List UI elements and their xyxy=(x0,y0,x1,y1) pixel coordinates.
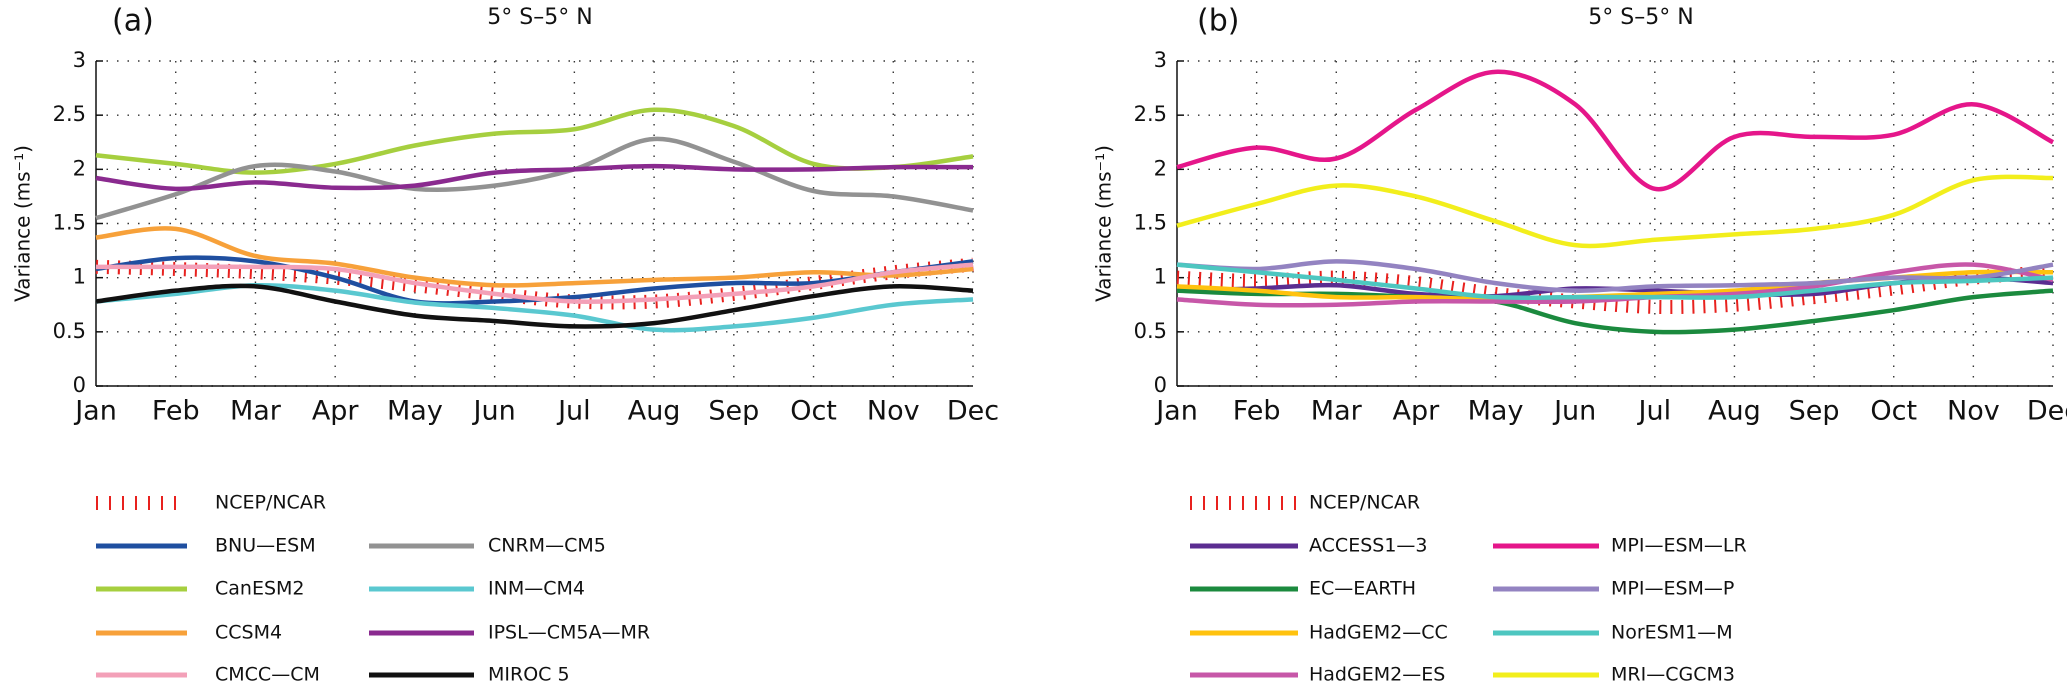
legend-label: MRI—CGCM3 xyxy=(1611,664,1735,686)
x-tick-label: Nov xyxy=(1947,396,2000,427)
panel-title: (a) xyxy=(112,4,154,39)
x-tick-label: Jul xyxy=(556,396,591,427)
y-tick-label: 2 xyxy=(73,156,86,180)
series-line xyxy=(95,283,974,329)
y-tick-label: 0 xyxy=(1154,373,1167,397)
legend-label: NCEP/NCAR xyxy=(1309,492,1420,514)
x-tick-label: Dec xyxy=(947,396,999,427)
legend-label: CMCC—CM xyxy=(215,664,320,686)
y-tick-label: 2.5 xyxy=(1134,102,1167,126)
legend-label: CCSM4 xyxy=(215,622,282,644)
y-tick-label: 0.5 xyxy=(53,319,86,343)
x-tick-label: Sep xyxy=(1789,396,1840,427)
x-tick-label: Jul xyxy=(1637,396,1672,427)
y-tick-label: 3 xyxy=(1154,48,1167,72)
y-tick-label: 2 xyxy=(1154,156,1167,180)
panel-subtitle: 5° S–5° N xyxy=(487,5,592,30)
legend-label: HadGEM2—CC xyxy=(1309,622,1448,644)
series-line xyxy=(95,226,974,288)
x-tick-label: Dec xyxy=(2027,396,2067,427)
series-line xyxy=(95,107,974,175)
y-tick-label: 3 xyxy=(73,48,86,72)
panel-subtitle: 5° S–5° N xyxy=(1588,5,1693,30)
x-tick-label: Apr xyxy=(1393,396,1441,427)
y-tick-label: 1 xyxy=(73,265,86,289)
y-tick-label: 1.5 xyxy=(1134,211,1167,235)
x-tick-label: Apr xyxy=(312,396,360,427)
x-tick-label: Sep xyxy=(708,396,759,427)
series-line xyxy=(1176,262,2054,301)
legend-label: ACCESS1—3 xyxy=(1309,535,1428,557)
series-line xyxy=(1176,69,2055,192)
y-tick-label: 1.5 xyxy=(53,211,86,235)
series-line xyxy=(1176,265,2054,315)
x-tick-label: Jun xyxy=(1552,396,1596,427)
legend-label: CanESM2 xyxy=(215,578,305,600)
y-tick-label: 2.5 xyxy=(53,102,86,126)
legend-label: IPSL—CM5A—MR xyxy=(488,622,650,644)
series-line xyxy=(95,255,974,306)
y-tick-label: 1 xyxy=(1154,265,1167,289)
x-tick-label: Nov xyxy=(867,396,920,427)
legend-label: HadGEM2—ES xyxy=(1309,664,1445,686)
legend-label: MIROC 5 xyxy=(488,664,570,686)
series-line xyxy=(95,136,974,221)
legend-label: CNRM—CM5 xyxy=(488,535,606,557)
panel-title: (b) xyxy=(1197,4,1239,39)
x-tick-label: May xyxy=(387,396,443,427)
y-axis-label: Variance (ms⁻¹) xyxy=(11,145,35,302)
legend-label: MPI—ESM—P xyxy=(1611,578,1734,600)
x-tick-label: May xyxy=(1468,396,1524,427)
x-tick-label: Feb xyxy=(152,396,200,427)
x-tick-label: Oct xyxy=(790,396,837,427)
legend-label: MPI—ESM—LR xyxy=(1611,535,1747,557)
series-line xyxy=(95,163,974,192)
series-line xyxy=(95,262,974,304)
x-tick-label: Aug xyxy=(628,396,681,427)
x-tick-label: Aug xyxy=(1708,396,1761,427)
x-tick-label: Jun xyxy=(472,396,516,427)
legend-label: NCEP/NCAR xyxy=(215,492,326,514)
x-tick-label: Feb xyxy=(1233,396,1281,427)
legend-label: INM—CM4 xyxy=(488,578,585,600)
x-tick-label: Jan xyxy=(73,396,117,427)
x-tick-label: Mar xyxy=(1311,396,1363,427)
legend-label: NorESM1—M xyxy=(1611,622,1733,644)
legend-label: BNU—ESM xyxy=(215,535,316,557)
series-line xyxy=(1176,288,2054,335)
y-tick-label: 0.5 xyxy=(1134,319,1167,343)
legend-label: EC—EARTH xyxy=(1309,578,1416,600)
x-tick-label: Oct xyxy=(1870,396,1917,427)
series-line xyxy=(1176,259,2054,293)
y-axis-label: Variance (ms⁻¹) xyxy=(1092,145,1116,302)
y-tick-label: 0 xyxy=(73,373,86,397)
series-line xyxy=(1176,174,2054,249)
x-tick-label: Mar xyxy=(230,396,282,427)
x-tick-label: Jan xyxy=(1154,396,1198,427)
